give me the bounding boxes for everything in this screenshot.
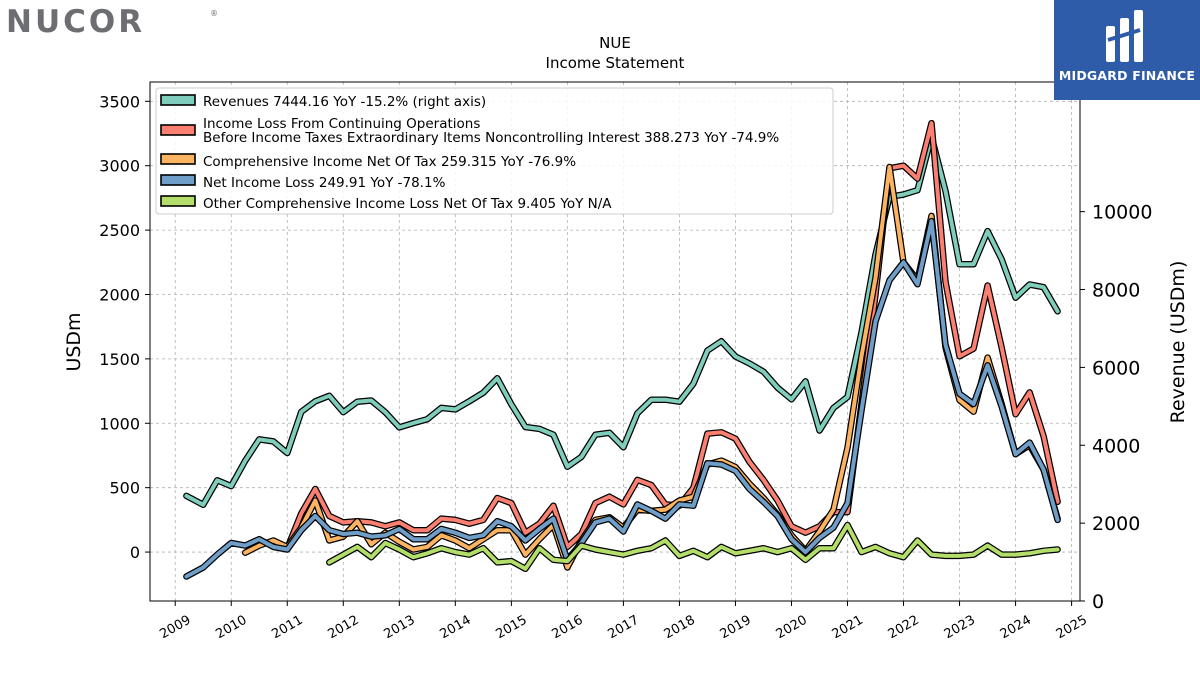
x-tick-label: 2013 <box>381 613 417 643</box>
y-left-tick-label: 2500 <box>99 221 140 240</box>
legend-swatch-2 <box>160 153 196 165</box>
y-right-tick-label: 8000 <box>1092 280 1140 302</box>
y-right-tick-label: 6000 <box>1092 357 1140 379</box>
svg-text:®: ® <box>210 9 218 18</box>
y-axis-right: 0 2000 4000 6000 8000 10000 <box>1080 202 1152 613</box>
legend-swatch-3 <box>160 174 196 186</box>
y-left-tick-label: 1500 <box>99 350 140 369</box>
plot-frame <box>149 81 1081 602</box>
x-tick-label: 2020 <box>774 613 810 643</box>
x-tick-label: 2009 <box>157 613 193 643</box>
y-left-tick-label: 2000 <box>99 285 140 304</box>
nucor-logo: NUCOR ® <box>6 4 221 40</box>
nucor-logo-text: NUCOR <box>6 6 145 36</box>
x-tick-label: 2015 <box>494 613 530 643</box>
legend: Revenues 7444.16 YoY -15.2% (right axis)… <box>155 87 834 215</box>
y-axis-right-label: Revenue (USDm) <box>1167 261 1189 424</box>
x-tick-label: 2014 <box>438 613 474 643</box>
y-left-tick-label: 500 <box>109 479 140 498</box>
y-left-tick-label: 0 <box>130 543 140 562</box>
y-right-tick-label: 0 <box>1092 591 1104 613</box>
series-layer <box>183 119 1061 580</box>
midgard-emblem-icon <box>1106 10 1143 62</box>
legend-box <box>155 87 834 215</box>
x-tick-label: 2018 <box>662 613 698 643</box>
x-tick-label: 2017 <box>606 613 642 643</box>
x-tick-label: 2022 <box>886 613 922 643</box>
legend-label-3: Net Income Loss 249.91 YoY -78.1% <box>203 175 446 191</box>
y-left-tick-label: 3500 <box>99 92 140 111</box>
chart-title: NUE <box>599 34 631 52</box>
legend-swatch-0 <box>160 94 196 106</box>
chart-subtitle: Income Statement <box>546 54 685 72</box>
legend-label-4: Other Comprehensive Income Loss Net Of T… <box>203 196 612 212</box>
y-right-tick-label: 4000 <box>1092 435 1140 457</box>
series-line-0 <box>184 134 1060 507</box>
legend-swatch-4 <box>160 195 196 207</box>
x-tick-label: 2019 <box>718 613 754 643</box>
midgard-finance-logo: MIDGARD FINANCE <box>1054 0 1200 100</box>
series-line-4 <box>327 523 1060 571</box>
series-line-3 <box>184 219 1060 579</box>
x-tick-label: 2012 <box>325 613 361 643</box>
y-axis-left-label: USDm <box>63 312 85 371</box>
y-left-tick-label: 1000 <box>99 414 140 433</box>
x-tick-label: 2011 <box>269 613 305 643</box>
legend-label-0: Revenues 7444.16 YoY -15.2% (right axis) <box>203 94 486 110</box>
legend-swatch-1 <box>160 124 196 136</box>
x-tick-label: 2024 <box>998 613 1034 643</box>
midgard-finance-wordmark: MIDGARD FINANCE <box>1058 68 1196 83</box>
x-tick-label: 2023 <box>942 613 978 643</box>
y-left-tick-label: 3000 <box>99 157 140 176</box>
x-tick-label: 2016 <box>550 613 586 643</box>
x-tick-label: 2021 <box>830 613 866 643</box>
x-tick-label: 2025 <box>1054 613 1090 643</box>
x-tick-label: 2010 <box>213 613 249 643</box>
y-right-tick-label: 2000 <box>1092 513 1140 535</box>
x-axis: 2009 2010 2011 2012 2013 2014 2015 2016 2017 2018… <box>157 601 1090 642</box>
y-right-tick-label: 10000 <box>1092 202 1152 224</box>
legend-label-1: Income Loss From Continuing Operations Be… <box>203 116 779 146</box>
legend-label-2: Comprehensive Income Net Of Tax 259.315 … <box>203 154 576 170</box>
y-axis-left: 0 500 1000 1500 2000 2500 3000 3500 <box>99 92 150 562</box>
